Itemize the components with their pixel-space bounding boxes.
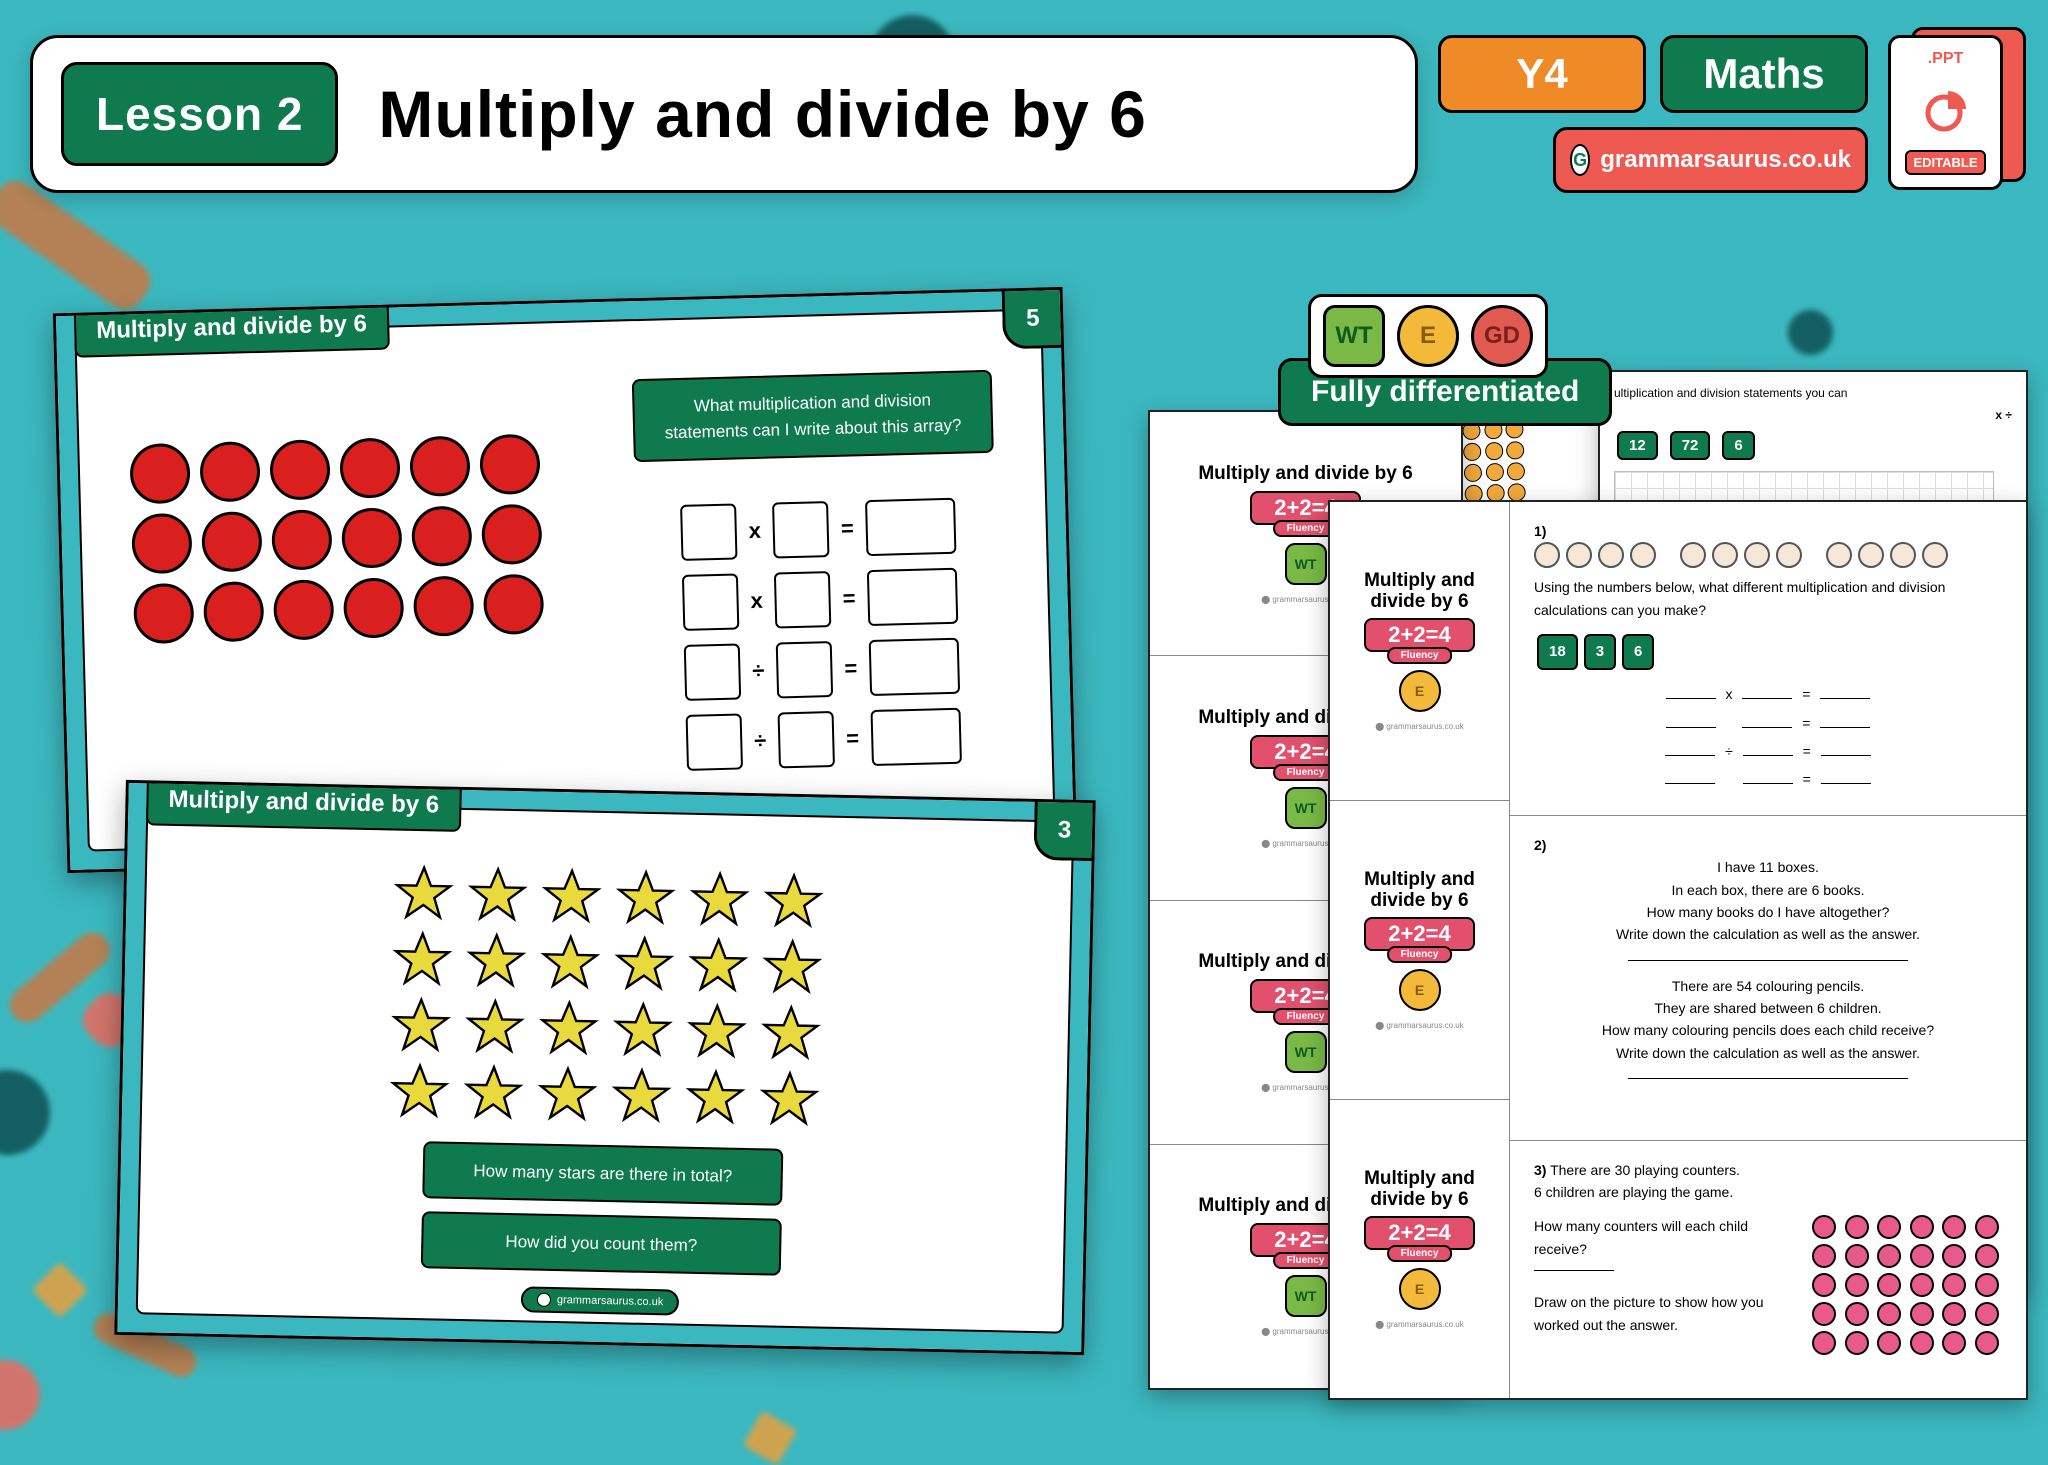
pink-dots	[1812, 1215, 2002, 1355]
tags-column: Y4 Maths G grammarsaurus.co.uk	[1438, 35, 1868, 193]
bg-shape	[0, 173, 158, 317]
slide2-q1: How many stars are there in total?	[422, 1141, 783, 1206]
slide1-question: What multiplication and division stateme…	[632, 370, 994, 462]
sheetc-chips: 12726	[1614, 428, 2012, 463]
sheetc-header: ultiplication and division statements yo…	[1614, 386, 2012, 400]
year-tag: Y4	[1438, 35, 1646, 113]
wt-badge: WT	[1323, 305, 1385, 367]
star-array	[389, 864, 824, 1131]
bg-shape	[743, 1411, 798, 1465]
gd-badge: GD	[1471, 305, 1533, 367]
icon-row	[1534, 542, 2002, 568]
bg-shape	[0, 1070, 50, 1155]
e-badge: E	[1397, 305, 1459, 367]
page-title: Multiply and divide by 6	[378, 76, 1146, 152]
ppt-file-icon: .PPT EDITABLE	[1888, 35, 2018, 193]
lesson-badge: Lesson 2	[61, 62, 338, 166]
sheetd-left: Multiply and divide by 62+2=4FluencyE⬤ g…	[1330, 502, 1510, 1398]
slide2-page: 3	[1033, 802, 1092, 861]
header: Lesson 2 Multiply and divide by 6 Y4 Mat…	[30, 35, 2018, 193]
ppt-ext: .PPT	[1928, 50, 1964, 68]
subject-tag: Maths	[1660, 35, 1868, 113]
bg-shape	[0, 1360, 40, 1430]
brand-badge: G grammarsaurus.co.uk	[1553, 127, 1868, 193]
slide1-page: 5	[1002, 290, 1061, 349]
slide-footer: grammarsaurus.co.uk	[521, 1286, 680, 1315]
equation-column: x=x=÷=÷=	[680, 498, 962, 771]
editable-badge: EDITABLE	[1905, 150, 1985, 175]
brand-text: grammarsaurus.co.uk	[1600, 146, 1851, 174]
bg-shape	[32, 1262, 89, 1319]
sheetd-right: 1) Using the numbers below, what differe…	[1510, 502, 2026, 1398]
brand-icon: G	[1570, 144, 1590, 176]
differentiation-badges: WT E GD	[1308, 294, 1548, 378]
slide-2: How many stars are there in total? How d…	[114, 780, 1095, 1355]
title-card: Lesson 2 Multiply and divide by 6	[30, 35, 1418, 193]
worksheet-d: Multiply and divide by 62+2=4FluencyE⬤ g…	[1328, 500, 2028, 1400]
pie-icon	[1922, 85, 1970, 133]
slide2-title: Multiply and divide by 6	[146, 780, 462, 832]
slide2-q2: How did you count them?	[421, 1211, 782, 1276]
worksheets-area: 1) Draw lines to ultiplication and divis…	[1148, 300, 2018, 1410]
red-dot-array	[129, 434, 544, 645]
